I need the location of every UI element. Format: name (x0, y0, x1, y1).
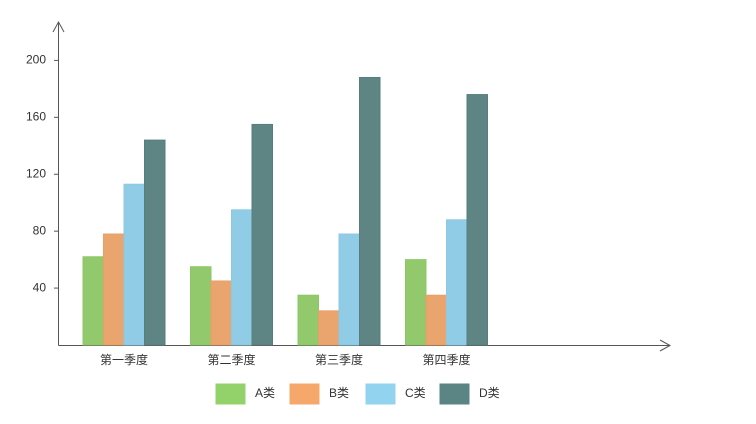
x-tick-label: 第一季度 (100, 352, 148, 367)
bar (123, 183, 145, 346)
legend-swatch (215, 383, 246, 405)
bar (251, 123, 273, 346)
legend-swatch (365, 383, 396, 405)
legend-swatch (289, 383, 320, 405)
bar (144, 139, 166, 346)
bar (103, 233, 125, 346)
legend-swatch (439, 383, 470, 405)
bar (190, 266, 212, 346)
x-tick-label: 第二季度 (207, 352, 255, 367)
y-tick-label: 80 (33, 223, 47, 237)
x-tick-label: 第四季度 (422, 352, 470, 367)
y-tick-label: 40 (33, 280, 47, 294)
y-tick-label: 200 (26, 53, 46, 67)
bar (466, 94, 488, 346)
y-tick-label: 160 (26, 110, 46, 124)
y-tick-label: 120 (26, 166, 46, 180)
bar (82, 256, 104, 346)
bar (359, 76, 381, 346)
bar (446, 219, 468, 346)
bar (318, 310, 340, 346)
bar (231, 209, 253, 346)
legend-label: B类 (329, 386, 349, 400)
bar (297, 294, 319, 346)
bar (338, 233, 360, 346)
x-axis-arrow (659, 339, 672, 352)
legend-label: A类 (255, 386, 275, 400)
legend-label: C类 (405, 386, 426, 400)
x-tick-label: 第三季度 (315, 352, 363, 367)
bar (210, 280, 232, 346)
legend-label: D类 (479, 386, 500, 400)
bar (425, 294, 447, 346)
y-axis-arrow (52, 20, 65, 33)
bar (405, 259, 427, 346)
